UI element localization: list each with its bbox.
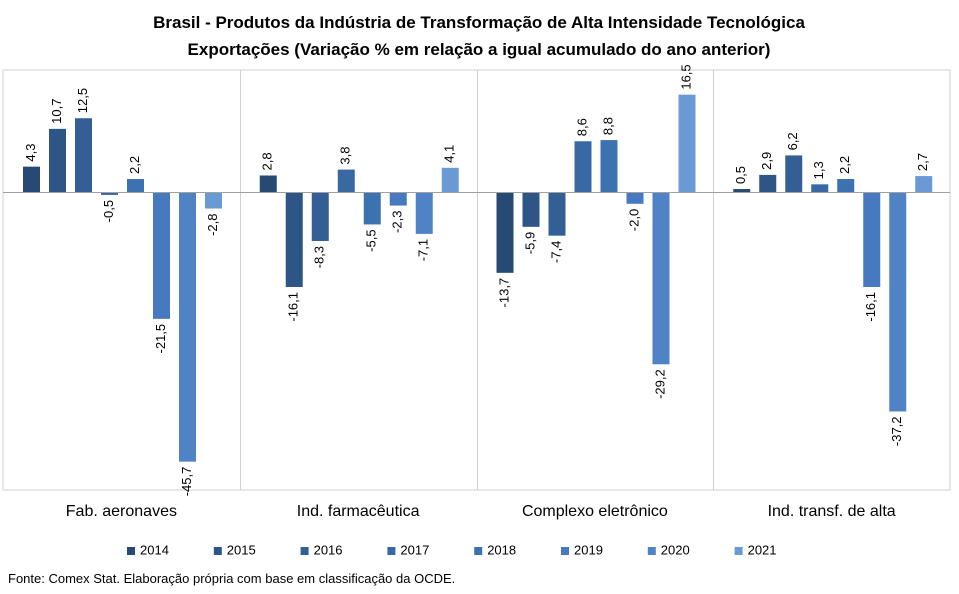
legend-swatch-2014 (127, 547, 135, 555)
data-label: 3,8 (338, 147, 353, 165)
legend-swatch-2019 (561, 547, 569, 555)
data-label: 1,3 (811, 161, 826, 179)
bar-2020 (415, 192, 433, 234)
bar-2018 (127, 179, 144, 192)
bar-2017 (574, 141, 592, 192)
data-label: 2,2 (837, 156, 852, 174)
bar-2015 (759, 174, 777, 192)
legend-swatch-2016 (300, 547, 309, 555)
bar-2021 (678, 94, 696, 192)
data-label: 2,2 (127, 156, 142, 174)
bar-2021 (205, 192, 222, 209)
bar-2020 (179, 192, 196, 462)
category-label: Fab. aeronaves (66, 503, 177, 520)
category-label: Ind. transf. de alta (768, 503, 896, 520)
data-label: -0,5 (101, 200, 116, 222)
data-label: 16,5 (678, 64, 693, 89)
bar-2015 (522, 192, 540, 227)
legend-label-2015: 2015 (227, 542, 256, 557)
data-label: 2,8 (260, 152, 275, 170)
bar-2020 (889, 192, 907, 412)
bar-2021 (441, 167, 459, 192)
data-label: -7,1 (416, 239, 431, 261)
data-label: -2,0 (626, 209, 641, 231)
chart-title: Brasil - Produtos da Indústria de Transf… (153, 13, 805, 32)
data-label: -5,9 (522, 232, 537, 254)
source-note: Fonte: Comex Stat. Elaboração própria co… (8, 571, 455, 586)
data-label: -37,2 (889, 416, 904, 446)
bar-2017 (337, 169, 355, 192)
data-label: -2,3 (390, 211, 405, 233)
data-label: -13,7 (496, 278, 511, 308)
data-label: -21,5 (153, 324, 168, 354)
chart-subtitle: Exportações (Variação % em relação a igu… (188, 40, 771, 59)
bar-2016 (311, 192, 329, 241)
data-label: -5,5 (364, 229, 379, 251)
data-label: 2,7 (915, 153, 930, 171)
data-label: -8,3 (312, 246, 327, 268)
bar-2014 (733, 189, 751, 192)
data-label: -45,7 (179, 467, 194, 497)
bar-2019 (389, 192, 407, 206)
bar-2016 (785, 155, 803, 192)
data-label: 8,6 (574, 118, 589, 136)
category-label: Ind. farmacêutica (297, 503, 420, 520)
legend-swatch-2015 (213, 547, 222, 555)
legend-label-2021: 2021 (748, 542, 777, 557)
data-label: 8,8 (600, 117, 615, 135)
bar-2018 (600, 140, 618, 192)
bar-2017 (811, 184, 829, 192)
bar-2019 (153, 192, 170, 319)
legend-label-2014: 2014 (140, 542, 169, 557)
bar-2018 (363, 192, 381, 225)
legend-label-2016: 2016 (314, 542, 343, 557)
bar-2016 (548, 192, 566, 236)
data-label: -16,1 (863, 292, 878, 322)
bar-2015 (285, 192, 303, 287)
data-label: 4,3 (23, 144, 38, 162)
data-label: 12,5 (75, 88, 90, 113)
data-label: 0,5 (733, 166, 748, 184)
legend-label-2017: 2017 (400, 542, 429, 557)
legend-label-2019: 2019 (574, 542, 603, 557)
legend-swatch-2021 (734, 547, 743, 555)
legend: 2014 2015 2016 2017 2018 2019 2020 2021 (127, 542, 777, 557)
data-label: -2,8 (205, 214, 220, 236)
bar-2016 (75, 118, 92, 192)
bar-2014 (496, 192, 514, 273)
bar-2015 (49, 128, 66, 192)
data-label: 10,7 (49, 99, 64, 124)
plot-area: 4,3 10,7 12,5 -0,5 2,2 -21,5 -45,7 -2,8 Fab. aer… (2, 64, 951, 520)
data-label: 2,9 (759, 152, 774, 170)
legend-swatch-2017 (387, 547, 396, 555)
legend-label-2018: 2018 (487, 542, 516, 557)
bar-2018 (837, 179, 855, 192)
data-label: -29,2 (652, 369, 667, 399)
plot-border (2, 69, 951, 491)
data-label: -7,4 (548, 241, 563, 263)
bar-2020 (652, 192, 670, 365)
bar-2014 (259, 175, 277, 192)
bar-2014 (23, 166, 40, 192)
bar-2021 (915, 176, 933, 192)
data-label: -16,1 (286, 292, 301, 322)
legend-swatch-2020 (647, 547, 656, 555)
bar-2019 (626, 192, 644, 204)
bar-2019 (863, 192, 881, 287)
legend-label-2020: 2020 (661, 542, 690, 557)
data-label: 4,1 (442, 145, 457, 163)
category-label: Complexo eletrônico (522, 503, 668, 520)
data-label: 6,2 (785, 132, 800, 150)
legend-swatch-2018 (474, 547, 483, 555)
bar-2017 (101, 192, 118, 195)
